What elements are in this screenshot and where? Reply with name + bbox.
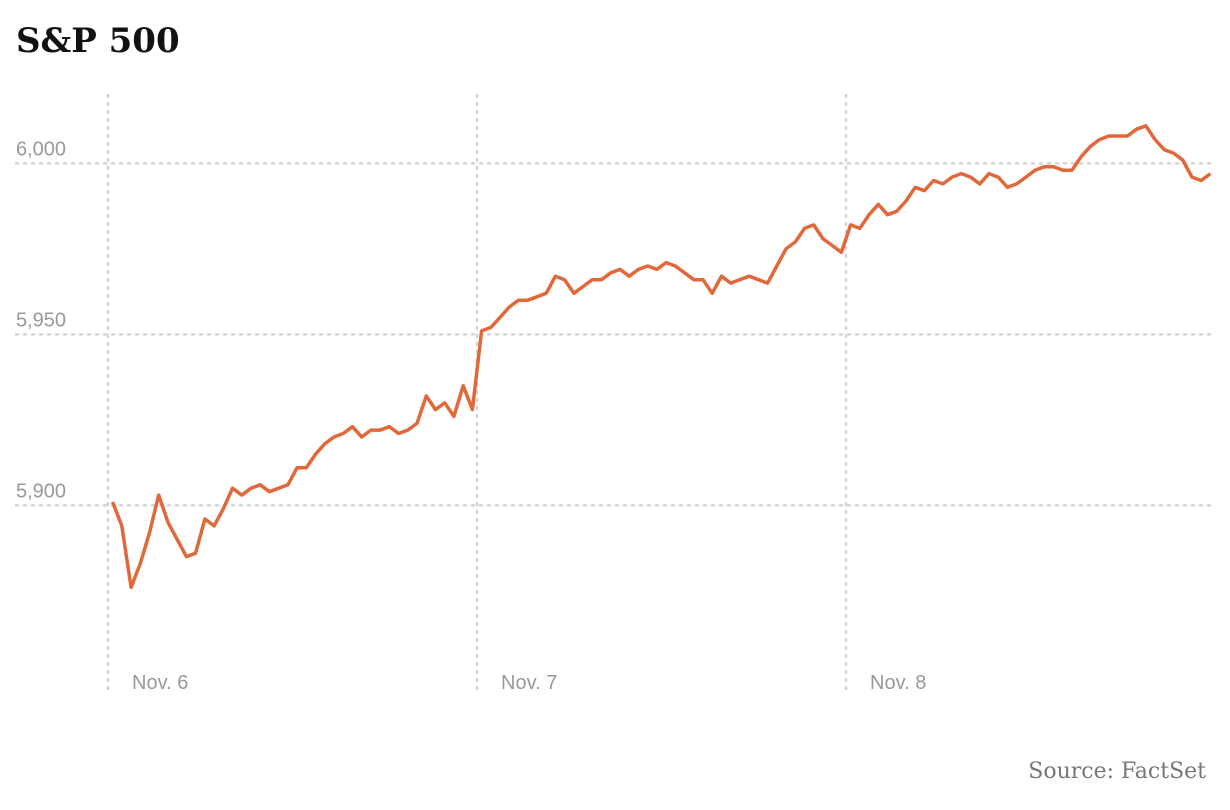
source: Source: FactSet [1028,759,1206,784]
chart-title: S&P 500 [16,21,180,61]
y-tick-label: 5,950 [16,309,66,331]
y-tick-label: 5,900 [16,480,66,502]
x-tick-label: Nov. 8 [870,672,926,694]
y-tick-label: 6,000 [16,138,66,160]
line [110,124,1212,590]
x-tick-label: Nov. 6 [132,672,188,694]
x-tick-label: Nov. 7 [501,672,557,694]
